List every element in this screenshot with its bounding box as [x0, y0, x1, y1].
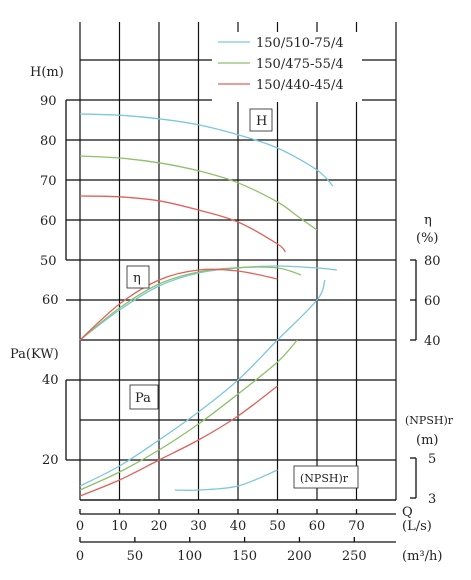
efficiency-label-text: η [133, 271, 141, 286]
power-curve-series-3 [79, 385, 278, 497]
efficiency-tick-label: 60 [424, 294, 441, 309]
flow-m3h-tick-label: 100 [177, 549, 202, 564]
head-curve-series-1 [79, 113, 334, 187]
flow-ls-tick-label: 40 [230, 519, 247, 534]
flow-m3h-axis: 0 50 100 150 200 250 (m³/h) [76, 537, 442, 564]
flow-ls-tick-label: 70 [348, 519, 365, 534]
npsh-curve-series-1 [174, 469, 278, 491]
head-axis-label: H(m) [30, 65, 64, 80]
npsh-tick-label: 3 [428, 492, 436, 507]
flow-m3h-tick-label: 250 [342, 549, 367, 564]
power-axis: 20 40 60 [42, 293, 80, 468]
power-tick-label: 40 [42, 373, 59, 388]
npsh-curve-label: (NPSH)r [293, 465, 359, 489]
head-label-text: H [256, 114, 267, 129]
head-tick-label: 50 [40, 254, 57, 269]
legend-entry-label: 150/440-45/4 [256, 78, 344, 93]
efficiency-tick-label: 80 [424, 254, 441, 269]
flow-ls-tick-label: 50 [269, 519, 286, 534]
efficiency-tick-label: 40 [424, 334, 441, 349]
power-curve-series-2 [79, 339, 298, 491]
flow-ls-tick-label: 60 [309, 519, 326, 534]
head-curve-series-2 [79, 155, 318, 231]
head-label-box [249, 108, 273, 132]
flow-m3h-axis-unit: (m³/h) [402, 549, 442, 564]
legend-background [212, 32, 362, 102]
head-curve-label: H [249, 108, 273, 132]
power-curve-label: Pa [129, 384, 159, 410]
efficiency-label-box [126, 265, 150, 289]
efficiency-curve-label: η [126, 265, 150, 289]
power-curve-series-1 [79, 279, 326, 487]
flow-ls-tick-label: 10 [111, 519, 128, 534]
npsh-axis: 3 5 (NPSH)r (m) [405, 414, 454, 507]
efficiency-curve-series-3 [79, 268, 278, 341]
flow-ls-axis-symbol: Q [402, 505, 413, 520]
flow-ls-axis: 0 10 20 30 40 50 60 70 Q (L/s) [76, 505, 432, 534]
npsh-label-text: (NPSH)r [300, 472, 349, 485]
npsh-axis-label: (NPSH)r [405, 414, 454, 427]
efficiency-axis: 40 60 80 η (%) [410, 213, 441, 349]
power-label-text: Pa [135, 391, 151, 406]
efficiency-axis-unit: (%) [416, 231, 439, 246]
power-label-box [129, 384, 159, 410]
flow-ls-tick-label: 0 [76, 519, 84, 534]
efficiency-axis-label: η [424, 213, 432, 228]
legend-entry-label: 150/475-55/4 [256, 57, 344, 72]
power-tick-label: 20 [42, 453, 59, 468]
power-tick-label: 60 [42, 293, 59, 308]
head-tick-label: 60 [40, 214, 57, 229]
flow-m3h-tick-label: 50 [127, 549, 144, 564]
efficiency-curve-series-1 [79, 265, 337, 341]
flow-m3h-tick-label: 0 [76, 549, 84, 564]
flow-m3h-tick-label: 200 [287, 549, 312, 564]
npsh-label-box [293, 465, 359, 489]
flow-m3h-tick-label: 150 [232, 549, 257, 564]
flow-ls-tick-label: 20 [151, 519, 168, 534]
flow-ls-axis-unit: (L/s) [402, 519, 432, 534]
npsh-tick-label: 5 [428, 452, 436, 467]
head-tick-label: 80 [40, 134, 57, 149]
head-tick-label: 70 [40, 174, 57, 189]
npsh-axis-unit: (m) [416, 433, 438, 448]
legend: 150/510-75/4 150/475-55/4 150/440-45/4 [212, 32, 362, 102]
head-tick-label: 90 [40, 94, 57, 109]
legend-entry-label: 150/510-75/4 [256, 36, 344, 51]
efficiency-curve-series-2 [79, 266, 302, 341]
curves [79, 113, 337, 497]
head-axis: 50 60 70 80 90 [40, 94, 80, 269]
head-curve-series-3 [79, 195, 286, 253]
flow-ls-tick-label: 30 [190, 519, 207, 534]
power-axis-label: Pa(KW) [10, 347, 59, 362]
